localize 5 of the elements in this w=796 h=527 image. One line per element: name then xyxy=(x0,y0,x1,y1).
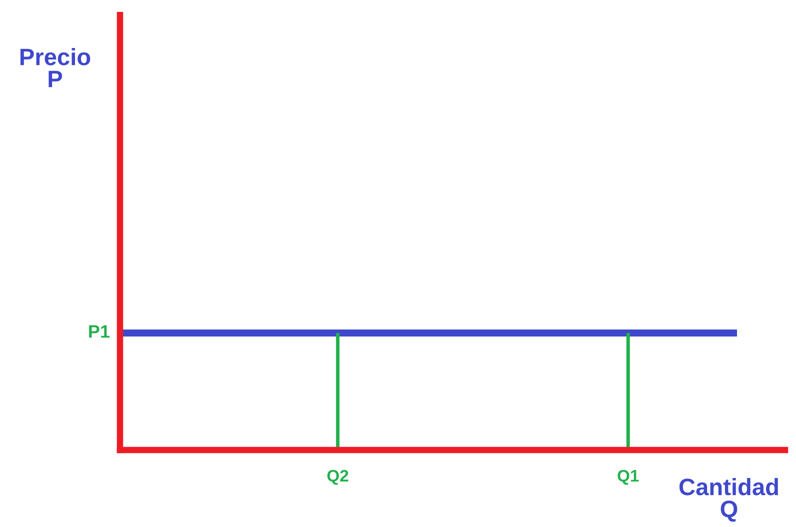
x-axis-title: Cantidad Q xyxy=(679,478,778,522)
text: Precio P xyxy=(20,48,90,88)
x-tick-label: Q1 xyxy=(618,470,639,485)
x-tick-label: Q2 xyxy=(327,470,348,485)
text: P1 xyxy=(89,325,110,338)
